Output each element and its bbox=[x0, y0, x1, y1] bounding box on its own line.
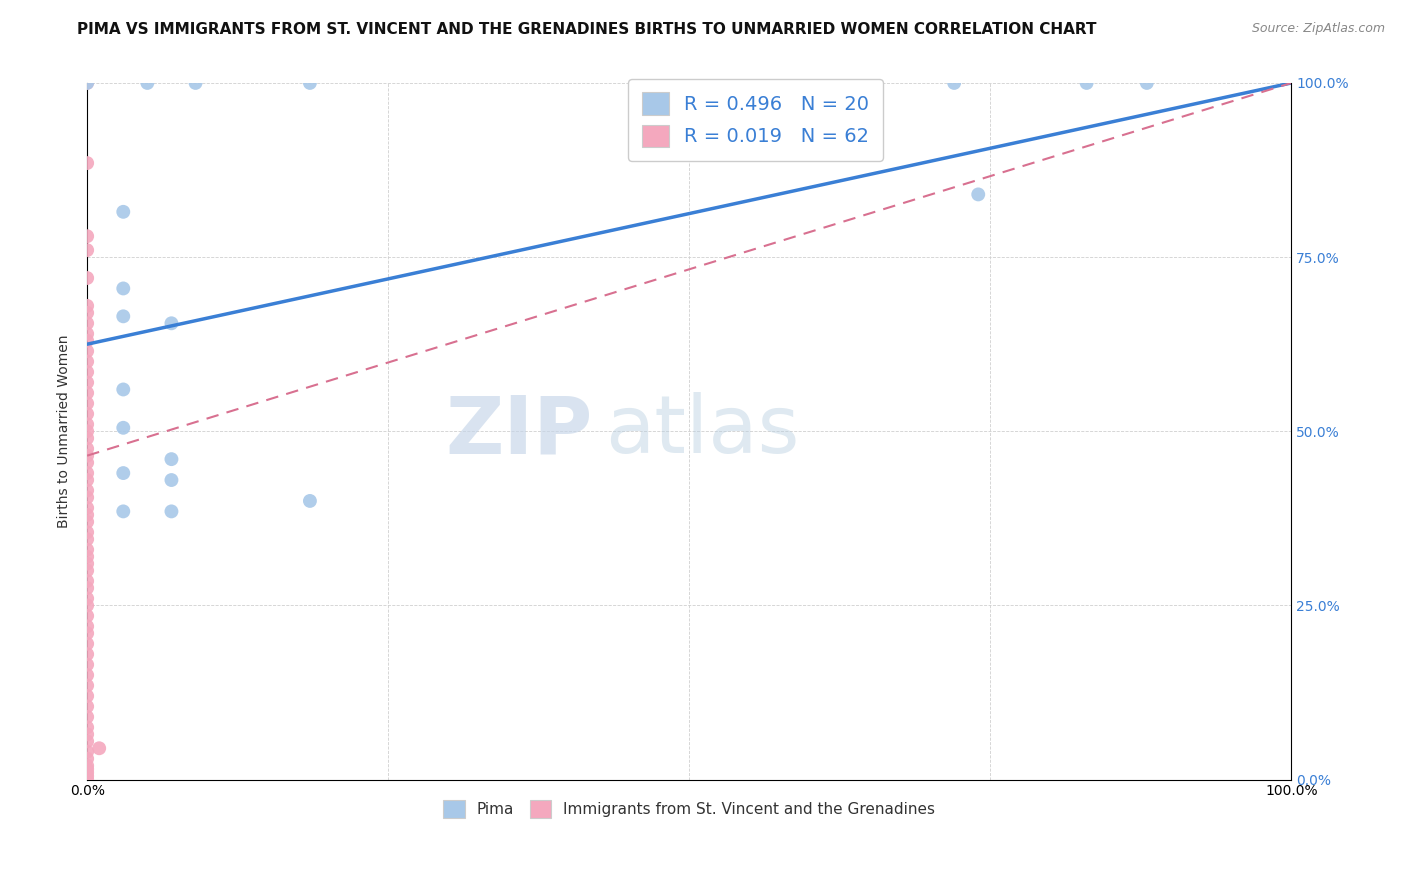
Text: ZIP: ZIP bbox=[446, 392, 593, 470]
Point bbox=[76, 449, 98, 463]
Point bbox=[76, 508, 98, 522]
Point bbox=[76, 442, 98, 456]
Point bbox=[76, 326, 98, 341]
Point bbox=[112, 383, 135, 397]
Point bbox=[112, 281, 135, 295]
Point bbox=[76, 533, 98, 547]
Point bbox=[76, 456, 98, 470]
Point bbox=[76, 386, 98, 401]
Point bbox=[112, 466, 135, 480]
Point bbox=[184, 76, 207, 90]
Point bbox=[76, 491, 98, 505]
Point bbox=[298, 494, 321, 508]
Point bbox=[76, 765, 98, 780]
Point bbox=[76, 316, 98, 330]
Point bbox=[76, 542, 98, 557]
Point bbox=[76, 407, 98, 421]
Point bbox=[76, 243, 98, 257]
Point bbox=[160, 452, 183, 467]
Point bbox=[76, 581, 98, 595]
Point bbox=[76, 734, 98, 748]
Point bbox=[160, 473, 183, 487]
Point bbox=[136, 76, 159, 90]
Point bbox=[76, 344, 98, 359]
Point bbox=[76, 720, 98, 734]
Point bbox=[76, 306, 98, 320]
Point bbox=[1136, 76, 1159, 90]
Point bbox=[76, 699, 98, 714]
Point bbox=[76, 473, 98, 487]
Text: PIMA VS IMMIGRANTS FROM ST. VINCENT AND THE GRENADINES BIRTHS TO UNMARRIED WOMEN: PIMA VS IMMIGRANTS FROM ST. VINCENT AND … bbox=[77, 22, 1097, 37]
Point bbox=[112, 421, 135, 435]
Point bbox=[76, 229, 98, 244]
Y-axis label: Births to Unmarried Women: Births to Unmarried Women bbox=[58, 334, 72, 528]
Point bbox=[298, 76, 321, 90]
Point bbox=[76, 772, 98, 787]
Point bbox=[76, 500, 98, 515]
Point bbox=[76, 564, 98, 578]
Point bbox=[76, 396, 98, 410]
Point bbox=[112, 310, 135, 324]
Point bbox=[76, 745, 98, 759]
Point bbox=[76, 619, 98, 633]
Point bbox=[76, 679, 98, 693]
Point bbox=[76, 271, 98, 285]
Point bbox=[112, 204, 135, 219]
Legend: Pima, Immigrants from St. Vincent and the Grenadines: Pima, Immigrants from St. Vincent and th… bbox=[437, 795, 941, 824]
Point bbox=[76, 76, 98, 90]
Point bbox=[76, 591, 98, 606]
Text: Source: ZipAtlas.com: Source: ZipAtlas.com bbox=[1251, 22, 1385, 36]
Point bbox=[76, 689, 98, 703]
Point bbox=[76, 466, 98, 480]
Point bbox=[76, 657, 98, 672]
Point bbox=[76, 710, 98, 724]
Point bbox=[76, 758, 98, 772]
Point bbox=[76, 365, 98, 379]
Point bbox=[76, 483, 98, 498]
Point bbox=[76, 668, 98, 682]
Point bbox=[76, 608, 98, 623]
Point bbox=[76, 354, 98, 368]
Point bbox=[76, 626, 98, 640]
Point bbox=[76, 334, 98, 348]
Point bbox=[76, 752, 98, 766]
Point bbox=[76, 417, 98, 432]
Point bbox=[76, 515, 98, 529]
Point bbox=[160, 504, 183, 518]
Point bbox=[76, 424, 98, 438]
Point bbox=[76, 76, 98, 90]
Point bbox=[76, 727, 98, 741]
Point bbox=[76, 769, 98, 783]
Point bbox=[112, 504, 135, 518]
Point bbox=[943, 76, 966, 90]
Point bbox=[76, 599, 98, 613]
Point bbox=[76, 156, 98, 170]
Point bbox=[1076, 76, 1098, 90]
Point bbox=[967, 187, 990, 202]
Point bbox=[76, 376, 98, 390]
Point bbox=[76, 762, 98, 776]
Text: atlas: atlas bbox=[605, 392, 800, 470]
Point bbox=[160, 316, 183, 330]
Point bbox=[76, 431, 98, 445]
Point bbox=[76, 299, 98, 313]
Point bbox=[76, 647, 98, 661]
Point bbox=[76, 525, 98, 540]
Point bbox=[76, 549, 98, 564]
Point bbox=[89, 741, 111, 756]
Point bbox=[76, 557, 98, 571]
Point bbox=[76, 637, 98, 651]
Point bbox=[76, 574, 98, 588]
